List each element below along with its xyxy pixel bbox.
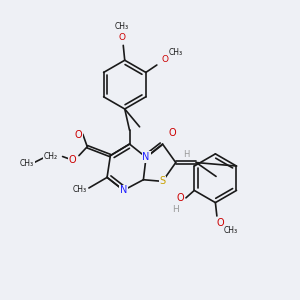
- Text: O: O: [168, 128, 176, 138]
- Text: O: O: [176, 194, 184, 203]
- Text: O: O: [216, 218, 224, 227]
- Text: CH₃: CH₃: [115, 22, 129, 32]
- Text: CH₃: CH₃: [72, 185, 86, 194]
- Text: CH₂: CH₂: [44, 152, 58, 161]
- Text: O: O: [161, 55, 168, 64]
- Text: O: O: [74, 130, 82, 140]
- Text: O: O: [69, 155, 76, 165]
- Text: H: H: [172, 205, 179, 214]
- Text: O: O: [118, 33, 125, 42]
- Text: N: N: [120, 185, 127, 195]
- Text: CH₃: CH₃: [20, 159, 34, 168]
- Text: CH₃: CH₃: [169, 48, 183, 57]
- Text: N: N: [142, 152, 150, 162]
- Text: S: S: [160, 176, 166, 186]
- Text: H: H: [183, 150, 190, 159]
- Text: CH₃: CH₃: [223, 226, 237, 235]
